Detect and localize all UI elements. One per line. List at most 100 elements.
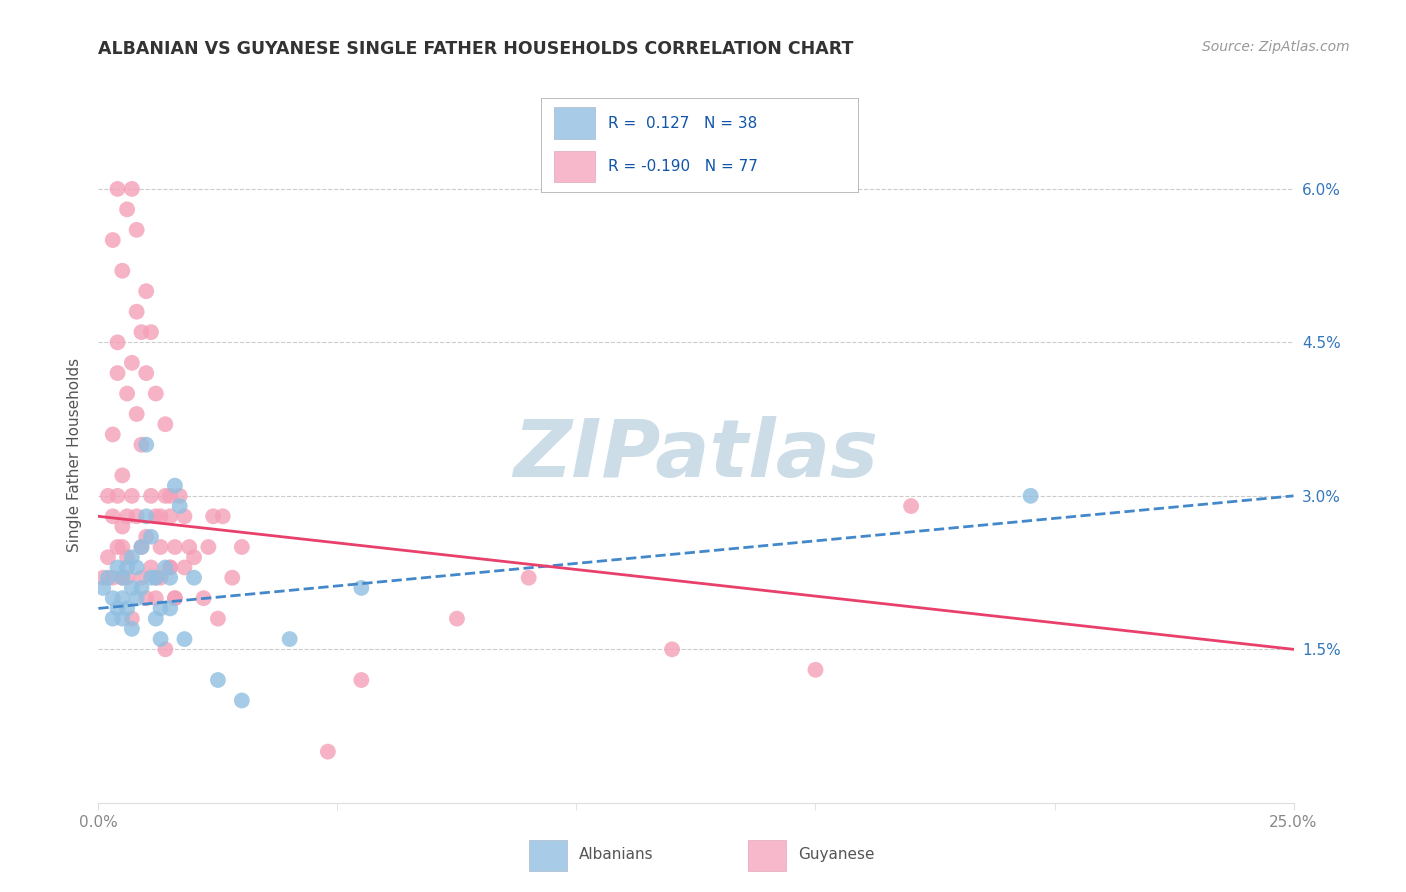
Point — [135, 366, 157, 380]
Point — [121, 581, 143, 595]
Bar — [554, 108, 595, 139]
Point — [107, 489, 129, 503]
Point — [115, 386, 138, 401]
Point — [135, 509, 157, 524]
Point — [159, 560, 181, 574]
Point — [155, 560, 177, 574]
Point — [121, 612, 143, 626]
Point — [135, 591, 157, 606]
Point — [139, 571, 162, 585]
Point — [115, 509, 138, 524]
Point — [207, 612, 229, 626]
Point — [139, 530, 162, 544]
Point — [197, 540, 219, 554]
Point — [145, 571, 167, 585]
Bar — [748, 839, 786, 871]
Point — [107, 601, 129, 615]
Point — [350, 581, 373, 595]
Point — [804, 663, 827, 677]
Point — [173, 632, 195, 646]
Point — [135, 284, 157, 298]
Point — [101, 571, 124, 585]
Point — [661, 642, 683, 657]
Point — [145, 612, 167, 626]
Point — [900, 499, 922, 513]
Point — [231, 693, 253, 707]
Bar — [554, 151, 595, 183]
Point — [179, 540, 201, 554]
Point — [97, 571, 120, 585]
Point — [173, 560, 195, 574]
Point — [111, 540, 134, 554]
Point — [101, 591, 124, 606]
Text: Guyanese: Guyanese — [799, 847, 875, 862]
Point — [145, 591, 167, 606]
Point — [139, 560, 162, 574]
Point — [121, 622, 143, 636]
Point — [97, 489, 120, 503]
Point — [111, 591, 134, 606]
Point — [517, 571, 540, 585]
Point — [149, 540, 172, 554]
Point — [115, 601, 138, 615]
Point — [155, 417, 177, 432]
Point — [107, 335, 129, 350]
Point — [149, 601, 172, 615]
Point — [125, 304, 148, 318]
Point — [163, 478, 186, 492]
Point — [169, 499, 191, 513]
Point — [159, 560, 181, 574]
Point — [107, 560, 129, 574]
Point — [139, 325, 162, 339]
Point — [159, 489, 181, 503]
Point — [115, 560, 138, 574]
Point — [125, 560, 148, 574]
Point — [149, 632, 172, 646]
Text: ALBANIAN VS GUYANESE SINGLE FATHER HOUSEHOLDS CORRELATION CHART: ALBANIAN VS GUYANESE SINGLE FATHER HOUSE… — [98, 40, 853, 58]
Point — [91, 571, 114, 585]
Point — [169, 489, 191, 503]
Point — [125, 407, 148, 421]
Point — [131, 581, 153, 595]
Point — [115, 550, 138, 565]
Point — [350, 673, 373, 687]
Text: ZIPatlas: ZIPatlas — [513, 416, 879, 494]
Point — [149, 571, 172, 585]
Point — [91, 581, 114, 595]
Point — [121, 550, 143, 565]
Point — [121, 356, 143, 370]
Point — [125, 591, 148, 606]
Point — [145, 571, 167, 585]
Point — [131, 571, 153, 585]
Text: R = -0.190   N = 77: R = -0.190 N = 77 — [607, 159, 758, 174]
Point — [155, 489, 177, 503]
Point — [131, 540, 153, 554]
Point — [101, 509, 124, 524]
Point — [131, 540, 153, 554]
Point — [115, 202, 138, 217]
Point — [101, 233, 124, 247]
Point — [221, 571, 243, 585]
Point — [207, 673, 229, 687]
Point — [145, 509, 167, 524]
Point — [131, 325, 153, 339]
Point — [97, 550, 120, 565]
Point — [183, 571, 205, 585]
Point — [202, 509, 225, 524]
Point — [163, 591, 186, 606]
Point — [111, 571, 134, 585]
Point — [135, 530, 157, 544]
Point — [145, 386, 167, 401]
Point — [131, 438, 153, 452]
Point — [111, 612, 134, 626]
Point — [159, 601, 181, 615]
Point — [125, 223, 148, 237]
Point — [101, 427, 124, 442]
Point — [149, 509, 172, 524]
Point — [111, 519, 134, 533]
Point — [446, 612, 468, 626]
Point — [107, 366, 129, 380]
Text: Source: ZipAtlas.com: Source: ZipAtlas.com — [1202, 40, 1350, 54]
Point — [135, 438, 157, 452]
Point — [139, 489, 162, 503]
